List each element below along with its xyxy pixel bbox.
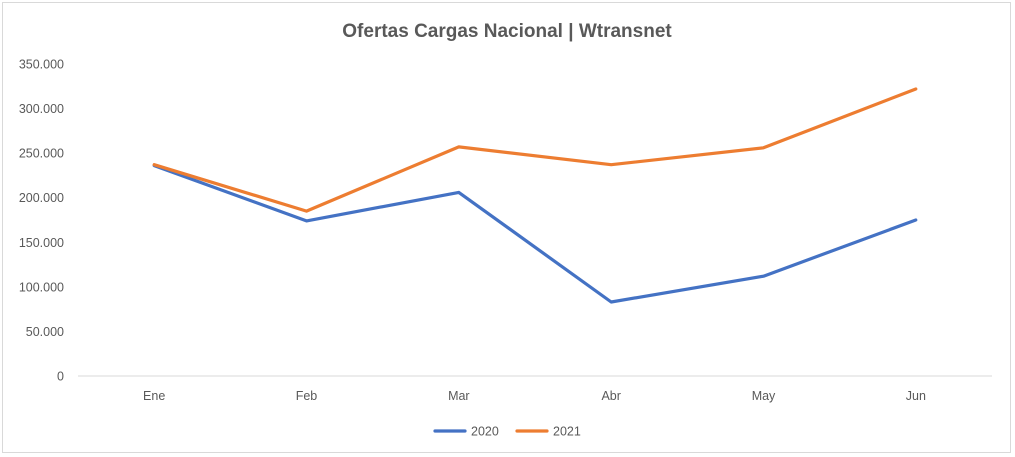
legend-label: 2020	[471, 425, 499, 439]
series-line-2020	[152, 164, 918, 304]
y-tick-label: 150.000	[19, 236, 64, 250]
series-line-2021	[152, 87, 918, 213]
y-tick-label: 300.000	[19, 102, 64, 116]
y-tick-label: 100.000	[19, 280, 64, 294]
x-tick-label: May	[752, 389, 776, 403]
y-tick-label: 50.000	[26, 325, 64, 339]
x-tick-label: Mar	[448, 389, 470, 403]
x-tick-label: Ene	[143, 389, 165, 403]
series-group	[152, 87, 918, 304]
legend-item: 2021	[515, 425, 581, 439]
y-axis: 0 50.000 100.000 150.000 200.000 250.000 300.0…	[19, 58, 64, 384]
x-tick-label: Feb	[296, 389, 318, 403]
y-tick-label: 350.000	[19, 58, 64, 72]
x-tick-label: Jun	[906, 389, 926, 403]
x-axis: Ene Feb Mar Abr May Jun	[78, 375, 992, 403]
legend-label: 2021	[553, 425, 581, 439]
y-tick-label: 250.000	[19, 147, 64, 161]
legend-item: 2020	[433, 425, 499, 439]
y-tick-label: 200.000	[19, 191, 64, 205]
legend: 2020 2021	[433, 425, 581, 439]
chart-title: Ofertas Cargas Nacional | Wtransnet	[342, 21, 672, 42]
x-tick-label: Abr	[601, 389, 620, 403]
y-tick-label: 0	[57, 370, 64, 384]
